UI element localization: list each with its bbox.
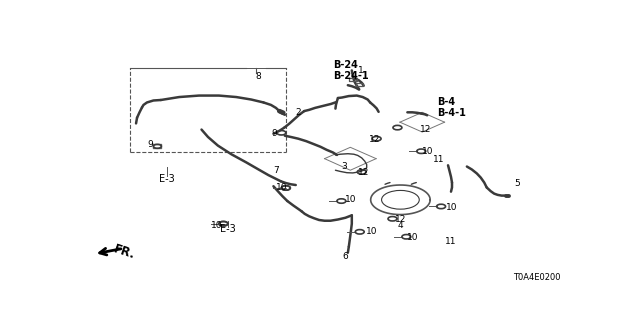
Text: 10: 10	[408, 234, 419, 243]
Text: 11: 11	[433, 155, 445, 164]
Text: FR.: FR.	[112, 243, 137, 262]
Text: 10: 10	[345, 195, 356, 204]
Text: 2: 2	[295, 108, 301, 117]
Text: 10: 10	[365, 227, 377, 236]
Text: 3: 3	[341, 162, 347, 171]
Text: 10: 10	[211, 221, 223, 230]
Text: 10: 10	[422, 147, 434, 156]
Text: 6: 6	[342, 252, 348, 261]
Text: 12: 12	[369, 135, 381, 144]
Text: B-4
B-4-1: B-4 B-4-1	[437, 97, 466, 118]
Text: 1: 1	[358, 66, 364, 75]
Text: 12: 12	[358, 168, 369, 177]
Text: 11: 11	[445, 237, 457, 246]
Text: 5: 5	[514, 179, 520, 188]
Text: 12: 12	[420, 125, 431, 134]
Text: 9: 9	[148, 140, 154, 149]
Text: T0A4E0200: T0A4E0200	[513, 273, 560, 282]
Text: 9: 9	[271, 129, 276, 138]
Text: 10: 10	[276, 183, 288, 192]
Text: E-3: E-3	[220, 224, 236, 234]
Text: 7: 7	[273, 166, 279, 175]
Text: B-24
B-24-1: B-24 B-24-1	[333, 60, 369, 81]
Text: 10: 10	[446, 203, 458, 212]
Text: 8: 8	[256, 72, 261, 81]
Text: 4: 4	[397, 221, 403, 230]
Text: 12: 12	[394, 215, 406, 224]
Text: E-3: E-3	[159, 174, 175, 184]
